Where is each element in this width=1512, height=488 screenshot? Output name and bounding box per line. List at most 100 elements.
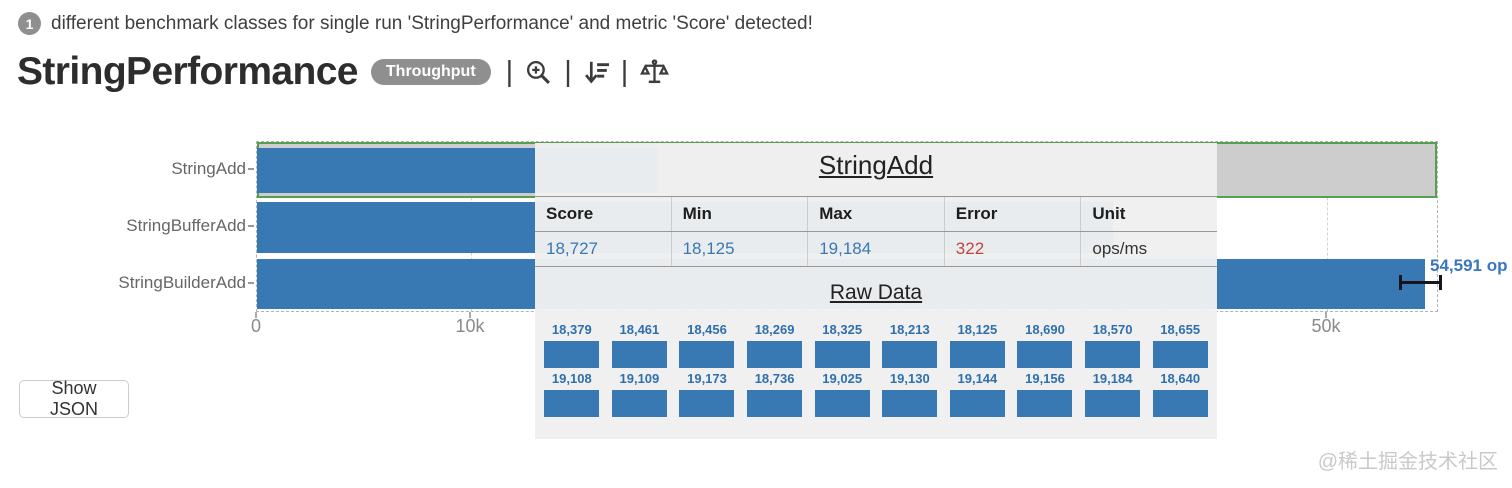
raw-data-value-label: 19,144 — [957, 371, 998, 386]
sort-descending-icon[interactable] — [584, 60, 609, 85]
y-axis-tick — [248, 168, 254, 170]
title-row: StringPerformance Throughput | | — [17, 50, 670, 95]
raw-data-bar-cell — [673, 388, 741, 419]
raw-data-label-row: 19,108 19,109 19,173 18,736 19,025 19,130 19,1… — [538, 370, 1214, 388]
error-whisker — [1400, 281, 1441, 284]
raw-data-bar-cell — [944, 388, 1012, 419]
x-axis-tick-label: 0 — [250, 316, 262, 336]
raw-data-bar-cell — [673, 339, 741, 370]
raw-data-bar-cell — [944, 339, 1012, 370]
stats-column-header: Max — [807, 197, 944, 231]
raw-data-bar[interactable] — [1017, 341, 1073, 368]
raw-data-bar-row — [538, 388, 1214, 419]
raw-data-bar-cell — [1011, 339, 1079, 370]
stats-column-header: Unit — [1080, 197, 1217, 231]
gridline — [1327, 142, 1328, 311]
raw-data-bar-cell — [1011, 388, 1079, 419]
raw-data-bar[interactable] — [1085, 390, 1141, 417]
compare-scales-icon[interactable] — [640, 59, 670, 86]
notification-bar: 1 different benchmark classes for single… — [18, 12, 813, 35]
stats-value: 322 — [943, 232, 1081, 266]
raw-data-value-label: 18,655 — [1160, 322, 1201, 337]
stats-column-header: Min — [670, 197, 808, 231]
watermark: @稀土掘金技术社区 — [1317, 451, 1498, 473]
raw-data-bar[interactable] — [1152, 390, 1208, 417]
stats-table-header: Score Min Max Error Unit — [535, 196, 1217, 232]
raw-data-bar[interactable] — [882, 341, 938, 368]
raw-data-bar[interactable] — [882, 390, 938, 417]
raw-data-bar[interactable] — [611, 390, 667, 417]
stats-table: Score Min Max Error Unit 18,727 18,125 19,184 3… — [535, 196, 1217, 267]
raw-data-bar[interactable] — [747, 341, 803, 368]
raw-data-value-label: 18,690 — [1025, 322, 1065, 337]
error-whisker-right-cap — [1439, 275, 1442, 290]
notification-text: different benchmark classes for single r… — [51, 12, 813, 34]
zoom-in-icon[interactable] — [525, 59, 552, 86]
raw-data-value-label: 18,570 — [1092, 322, 1133, 337]
raw-data-bar-cell — [1079, 388, 1147, 419]
separator: | — [564, 55, 572, 88]
category-label: StringBufferAdd — [126, 216, 246, 235]
stats-value: ops/ms — [1080, 232, 1217, 266]
raw-data-value-label: 18,461 — [619, 322, 660, 337]
raw-data-bar-row — [538, 339, 1214, 370]
show-json-button[interactable]: Show JSON — [19, 378, 129, 419]
y-axis-tick — [248, 225, 254, 227]
count-badge: 1 — [18, 12, 41, 35]
y-axis-tick — [248, 282, 254, 284]
stats-value: 18,125 — [670, 232, 808, 266]
raw-data-value-label: 18,213 — [889, 322, 930, 337]
raw-data-bar[interactable] — [949, 390, 1005, 417]
benchmark-tooltip: StringAdd Score Min Max Error Unit 18,727 18,… — [535, 143, 1217, 439]
raw-data-value-label: 18,125 — [957, 322, 998, 337]
raw-data-bar[interactable] — [1017, 390, 1073, 417]
raw-data-bar[interactable] — [1152, 341, 1208, 368]
raw-data-value-label: 18,379 — [551, 322, 592, 337]
raw-data-bar[interactable] — [544, 390, 600, 417]
separator: | — [505, 55, 514, 88]
raw-data-value-label: 18,269 — [754, 322, 795, 337]
raw-data-bar[interactable] — [949, 341, 1005, 368]
raw-data-bar[interactable] — [611, 341, 667, 368]
raw-data-bar-cell — [606, 339, 674, 370]
raw-data-section: 18,379 18,461 18,456 18,269 18,325 18,213 18,1… — [538, 321, 1214, 419]
raw-data-value-label: 18,456 — [687, 322, 727, 337]
x-axis-tick — [1325, 312, 1327, 318]
x-axis-tick — [469, 312, 471, 318]
raw-data-bar-cell — [808, 388, 876, 419]
raw-data-bar-cell — [808, 339, 876, 370]
raw-data-bar-cell — [538, 388, 606, 419]
page-title: StringPerformance — [17, 50, 359, 93]
metric-badge[interactable]: Throughput — [370, 59, 491, 86]
raw-data-value-label: 19,025 — [822, 371, 863, 386]
raw-data-bar[interactable] — [814, 390, 870, 417]
stats-value: 19,184 — [807, 232, 944, 266]
bar-value-label: 54,591 op — [1430, 256, 1508, 275]
raw-data-bar[interactable] — [1085, 341, 1141, 368]
x-axis-tick-label: 50k — [1311, 316, 1341, 336]
raw-data-title: Raw Data — [829, 281, 923, 304]
raw-data-bar[interactable] — [679, 341, 735, 368]
raw-data-bar[interactable] — [544, 341, 600, 368]
raw-data-bar-cell — [876, 339, 944, 370]
raw-data-bar[interactable] — [814, 341, 870, 368]
raw-data-value-label: 19,130 — [889, 371, 930, 386]
raw-data-value-label: 19,156 — [1025, 371, 1065, 386]
separator: | — [620, 55, 629, 88]
error-whisker-left-cap — [1399, 275, 1402, 290]
raw-data-value-label: 19,109 — [619, 371, 660, 386]
stats-column-header: Score — [546, 204, 594, 223]
raw-data-bar[interactable] — [679, 390, 735, 417]
category-label: StringBuilderAdd — [118, 273, 246, 292]
raw-data-bar-cell — [606, 388, 674, 419]
raw-data-bar[interactable] — [747, 390, 803, 417]
raw-data-value-label: 19,108 — [551, 371, 592, 386]
raw-data-bar-cell — [1079, 339, 1147, 370]
stats-table-values: 18,727 18,125 19,184 322 ops/ms — [535, 232, 1217, 267]
raw-data-value-label: 18,640 — [1160, 371, 1201, 386]
raw-data-value-label: 18,325 — [822, 322, 863, 337]
raw-data-value-label: 18,736 — [754, 371, 795, 386]
raw-data-value-label: 19,173 — [687, 371, 727, 386]
category-label: StringAdd — [171, 159, 246, 178]
